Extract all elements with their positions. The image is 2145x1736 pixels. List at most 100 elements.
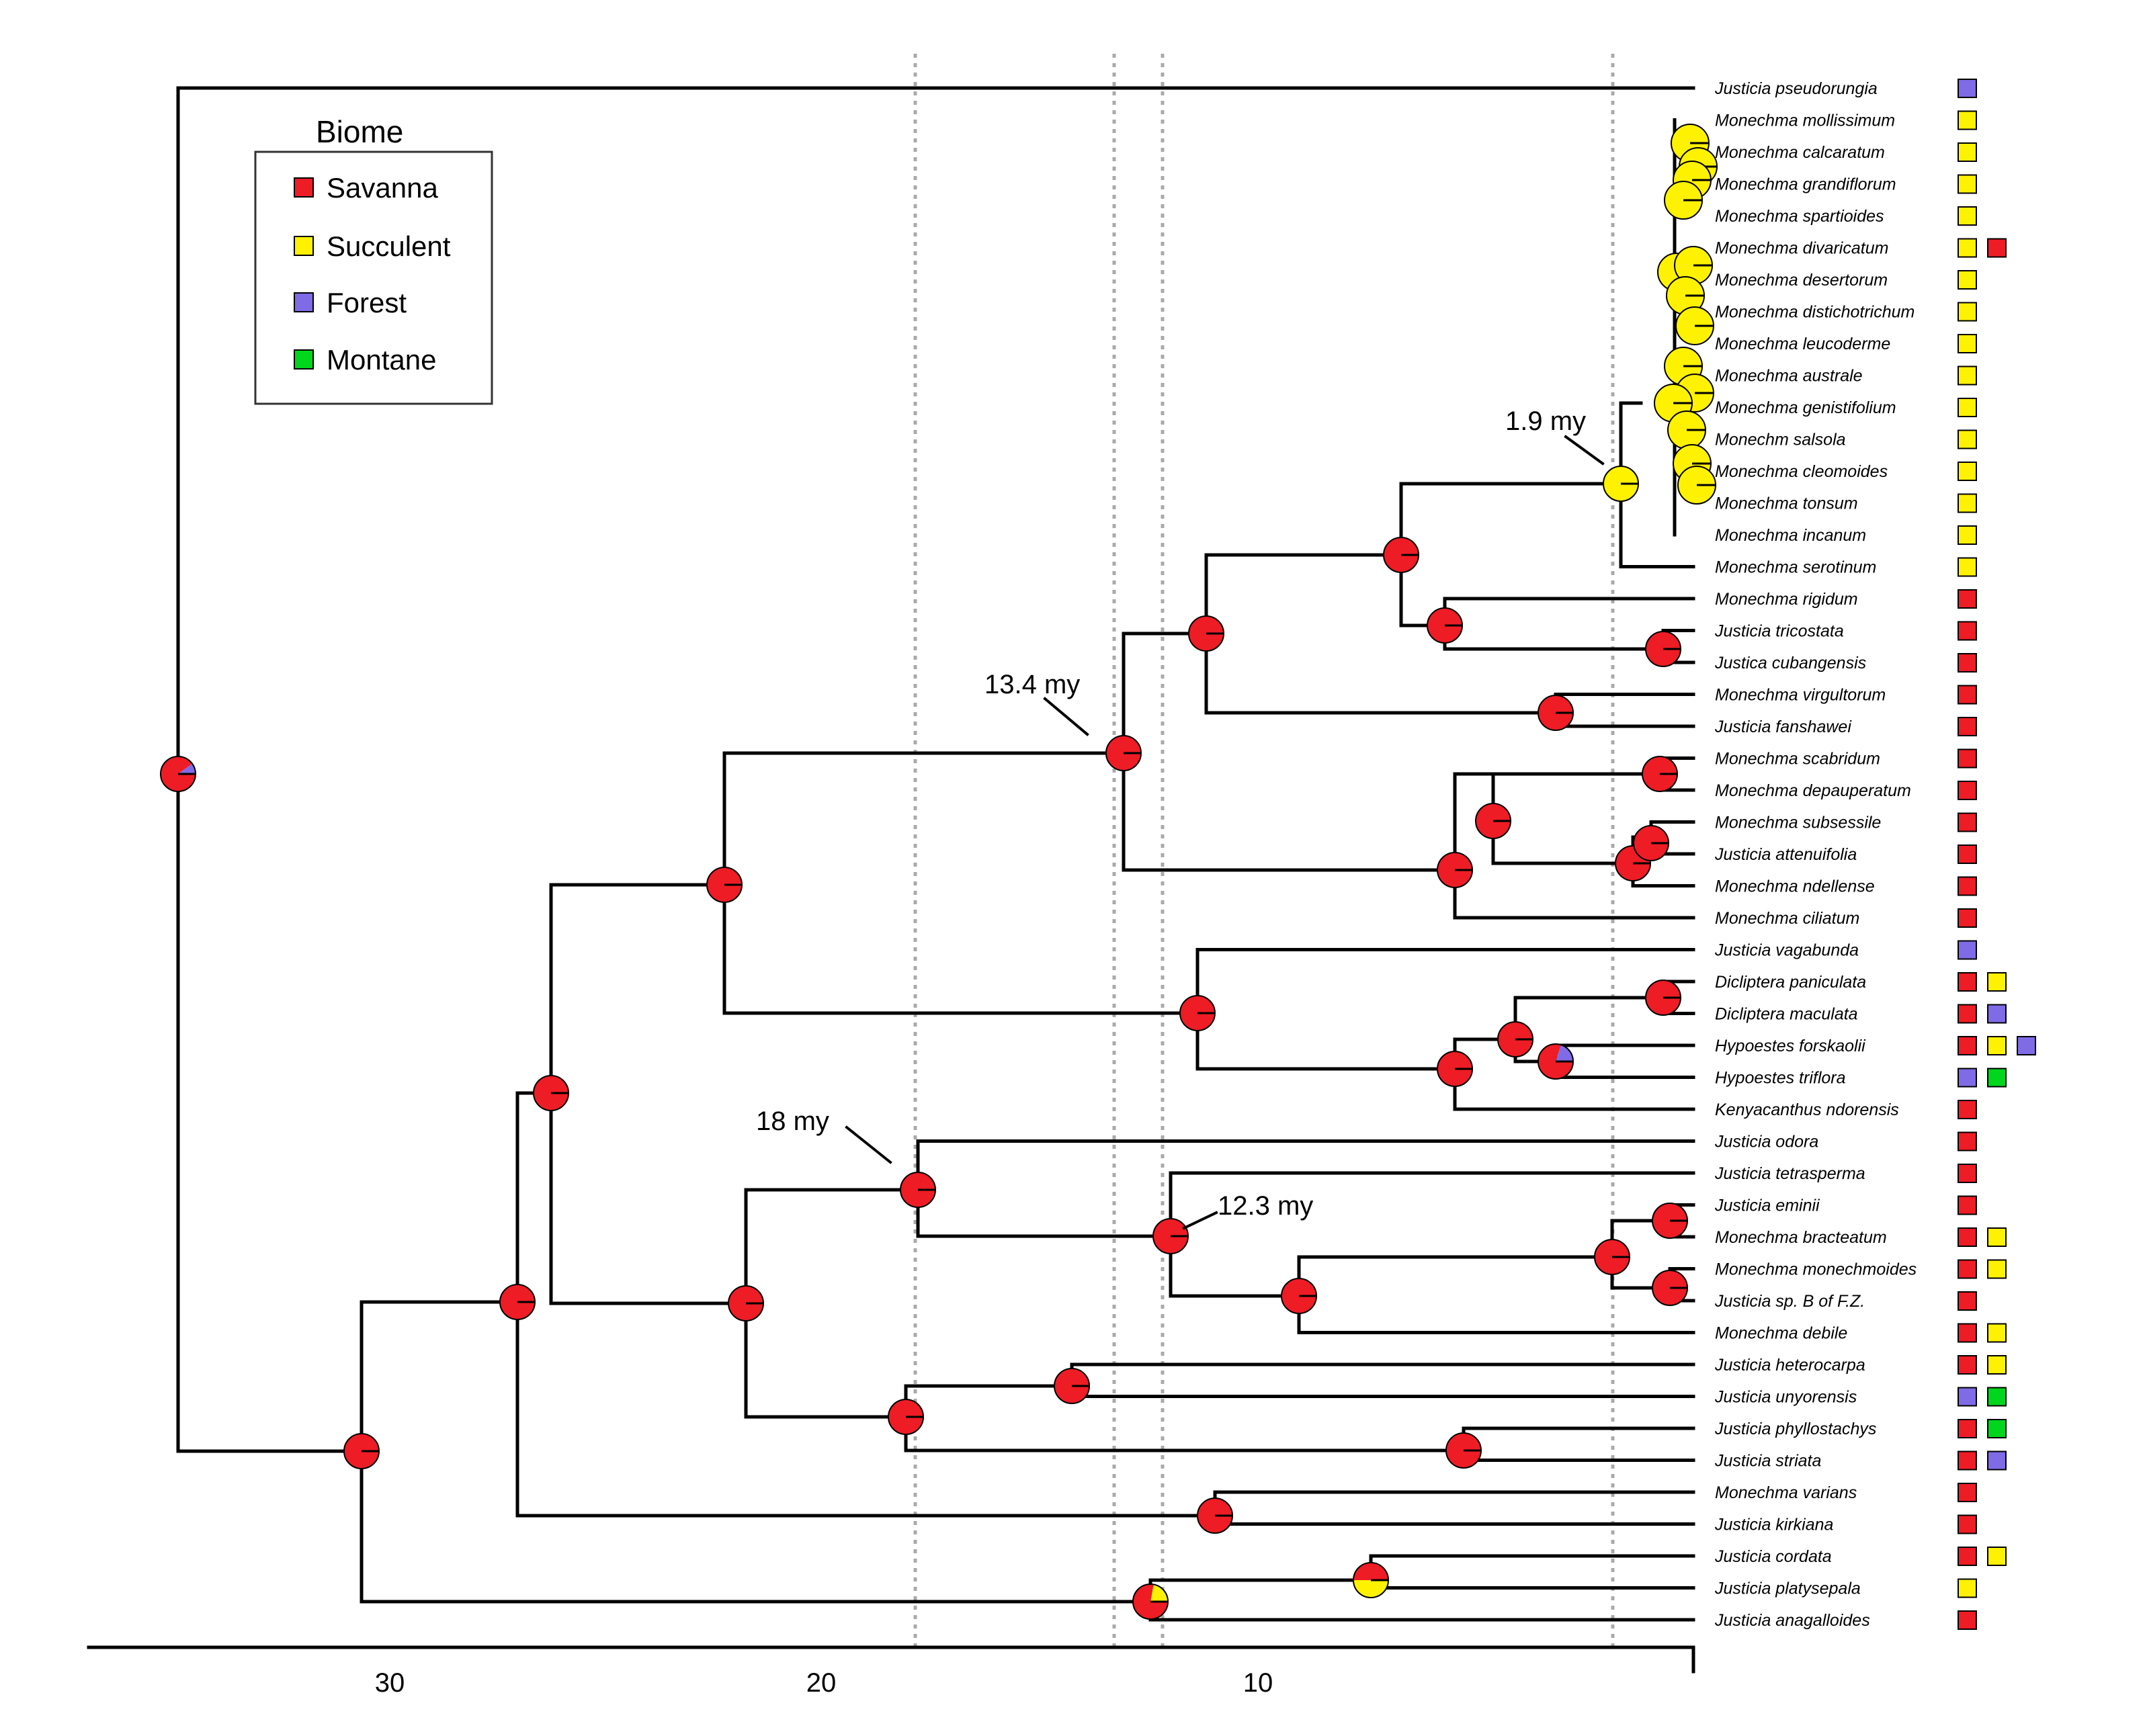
taxon-label: Monechma grandiflorum <box>1715 175 1896 194</box>
biome-square <box>1987 1323 2007 1343</box>
node-pie <box>888 1399 924 1435</box>
biome-square <box>1958 1068 1977 1088</box>
biome-square <box>1987 1419 2007 1438</box>
biome-square <box>1987 1004 2007 1024</box>
taxon-label: Monechma spartioides <box>1715 207 1884 226</box>
annotation-13-4my: 13.4 my <box>984 670 1080 699</box>
taxon-label: Justicia tetrasperma <box>1714 1164 1865 1183</box>
biome-square <box>1987 1355 2007 1375</box>
legend-label-forest: Forest <box>327 287 407 318</box>
biome-square <box>1958 462 1977 481</box>
node-pie <box>1281 1278 1317 1314</box>
biome-square <box>1958 493 1977 513</box>
legend: Biome Savanna Succulent Forest Montane <box>254 114 493 405</box>
annotation-leader-1-9my <box>1564 435 1605 466</box>
taxon-label: Dicliptera paniculata <box>1715 973 1866 992</box>
taxon-label: Monechma cleomoides <box>1715 462 1888 481</box>
taxon-label: Monechma scabridum <box>1715 750 1880 769</box>
annotation-1-9my: 1.9 my <box>1505 406 1586 436</box>
annotation-18my: 18 my <box>756 1106 829 1136</box>
biome-square <box>1958 748 1977 769</box>
biome-square <box>1958 557 1977 577</box>
taxon-label: Monechma leucoderme <box>1715 335 1890 353</box>
age-annotations: 1.9 my 13.4 my 18 my 12.3 my <box>756 406 1605 1230</box>
taxon-label: Hypoestes forskaolii <box>1715 1037 1866 1055</box>
biome-square <box>1987 1259 2007 1279</box>
taxon-label: Monechma debile <box>1715 1324 1847 1343</box>
taxon-label: Monechma calcaratum <box>1715 143 1885 162</box>
node-pie <box>1652 1270 1688 1306</box>
tree-branches <box>176 86 1695 1622</box>
biome-square <box>1958 79 1977 98</box>
biome-square <box>1987 1036 2007 1055</box>
pie-slice <box>1556 1045 1573 1061</box>
biome-square <box>1958 908 1977 928</box>
taxon-label: Monechma genistifolium <box>1715 398 1896 417</box>
node-pie <box>1594 1239 1630 1275</box>
taxon-label: Justicia platysepala <box>1714 1579 1861 1598</box>
biome-square <box>1958 1100 1977 1119</box>
node-pie <box>1652 1203 1688 1239</box>
biome-square <box>1958 206 1977 226</box>
taxon-label: Justicia pseudorungia <box>1714 79 1878 98</box>
pie-slice <box>1353 1580 1388 1598</box>
biome-square <box>1958 1227 1977 1247</box>
biome-square <box>1987 238 2007 258</box>
biome-square <box>1958 812 1977 832</box>
axis-tick-10: 10 <box>1243 1668 1273 1698</box>
node-pie <box>1197 1498 1233 1534</box>
node-pie <box>1497 1021 1533 1057</box>
biome-square <box>1958 1323 1977 1343</box>
node-pie <box>706 867 743 903</box>
taxon-label: Monechm salsola <box>1715 431 1846 449</box>
biome-square <box>1958 1195 1977 1215</box>
taxon-label: Monechma subsessile <box>1715 814 1881 832</box>
annotation-leader-18my <box>845 1125 892 1164</box>
annotation-leader-12-3my <box>1182 1211 1218 1230</box>
biome-square <box>1987 1068 2007 1088</box>
node-pie <box>1437 1051 1473 1087</box>
date-lines <box>913 54 1615 1647</box>
biome-square <box>2017 1036 2036 1055</box>
pie-slice <box>178 763 196 774</box>
legend-label-savanna: Savanna <box>327 172 438 204</box>
biome-square <box>1958 270 1977 290</box>
legend-swatch-savanna <box>294 177 314 198</box>
taxon-label: Justicia unyorensis <box>1714 1388 1857 1407</box>
biome-square <box>1958 1355 1977 1375</box>
node-pie-succulent <box>1675 306 1714 345</box>
biome-square <box>1958 1131 1977 1152</box>
taxon-label: Monechma depauperatum <box>1715 781 1911 800</box>
node-pie <box>1475 803 1511 839</box>
node-pie <box>1353 1562 1389 1598</box>
annotation-leader-13-4my <box>1043 697 1089 736</box>
taxon-label: Justicia tricostata <box>1714 622 1844 641</box>
taxon-label: Justicia eminii <box>1714 1197 1820 1215</box>
node-pie <box>1152 1218 1189 1254</box>
biome-square <box>1987 1227 2007 1247</box>
taxon-label: Monechma virgultorum <box>1715 686 1886 705</box>
axis-tick-30: 30 <box>375 1668 405 1698</box>
biome-square <box>1958 302 1977 322</box>
taxon-label: Monechma ciliatum <box>1715 909 1859 928</box>
taxon-label: Justicia cordata <box>1714 1547 1832 1566</box>
biome-square <box>1958 525 1977 545</box>
taxon-label: Monechma tonsum <box>1715 494 1858 513</box>
node-pie-succulent <box>1664 181 1703 220</box>
taxon-label: Justicia anagalloides <box>1714 1611 1870 1630</box>
node-pie <box>1054 1368 1090 1404</box>
biome-square <box>1958 1291 1977 1311</box>
biome-square <box>1958 1547 1977 1566</box>
biome-square <box>1958 365 1977 386</box>
taxon-label: Monechma divaricatum <box>1715 239 1888 258</box>
axis-tick-20: 20 <box>806 1668 837 1698</box>
taxon-label: Justicia attenuifolia <box>1714 845 1857 864</box>
biome-square <box>1958 972 1977 992</box>
taxon-label: Justicia fanshawei <box>1714 718 1852 736</box>
taxon-labels: Justicia pseudorungia Monechma mollissimu… <box>1714 79 1917 1630</box>
biome-square <box>1958 1036 1977 1055</box>
biome-square <box>1958 844 1977 864</box>
node-pie <box>1642 756 1678 792</box>
node-pie <box>1538 1043 1574 1080</box>
